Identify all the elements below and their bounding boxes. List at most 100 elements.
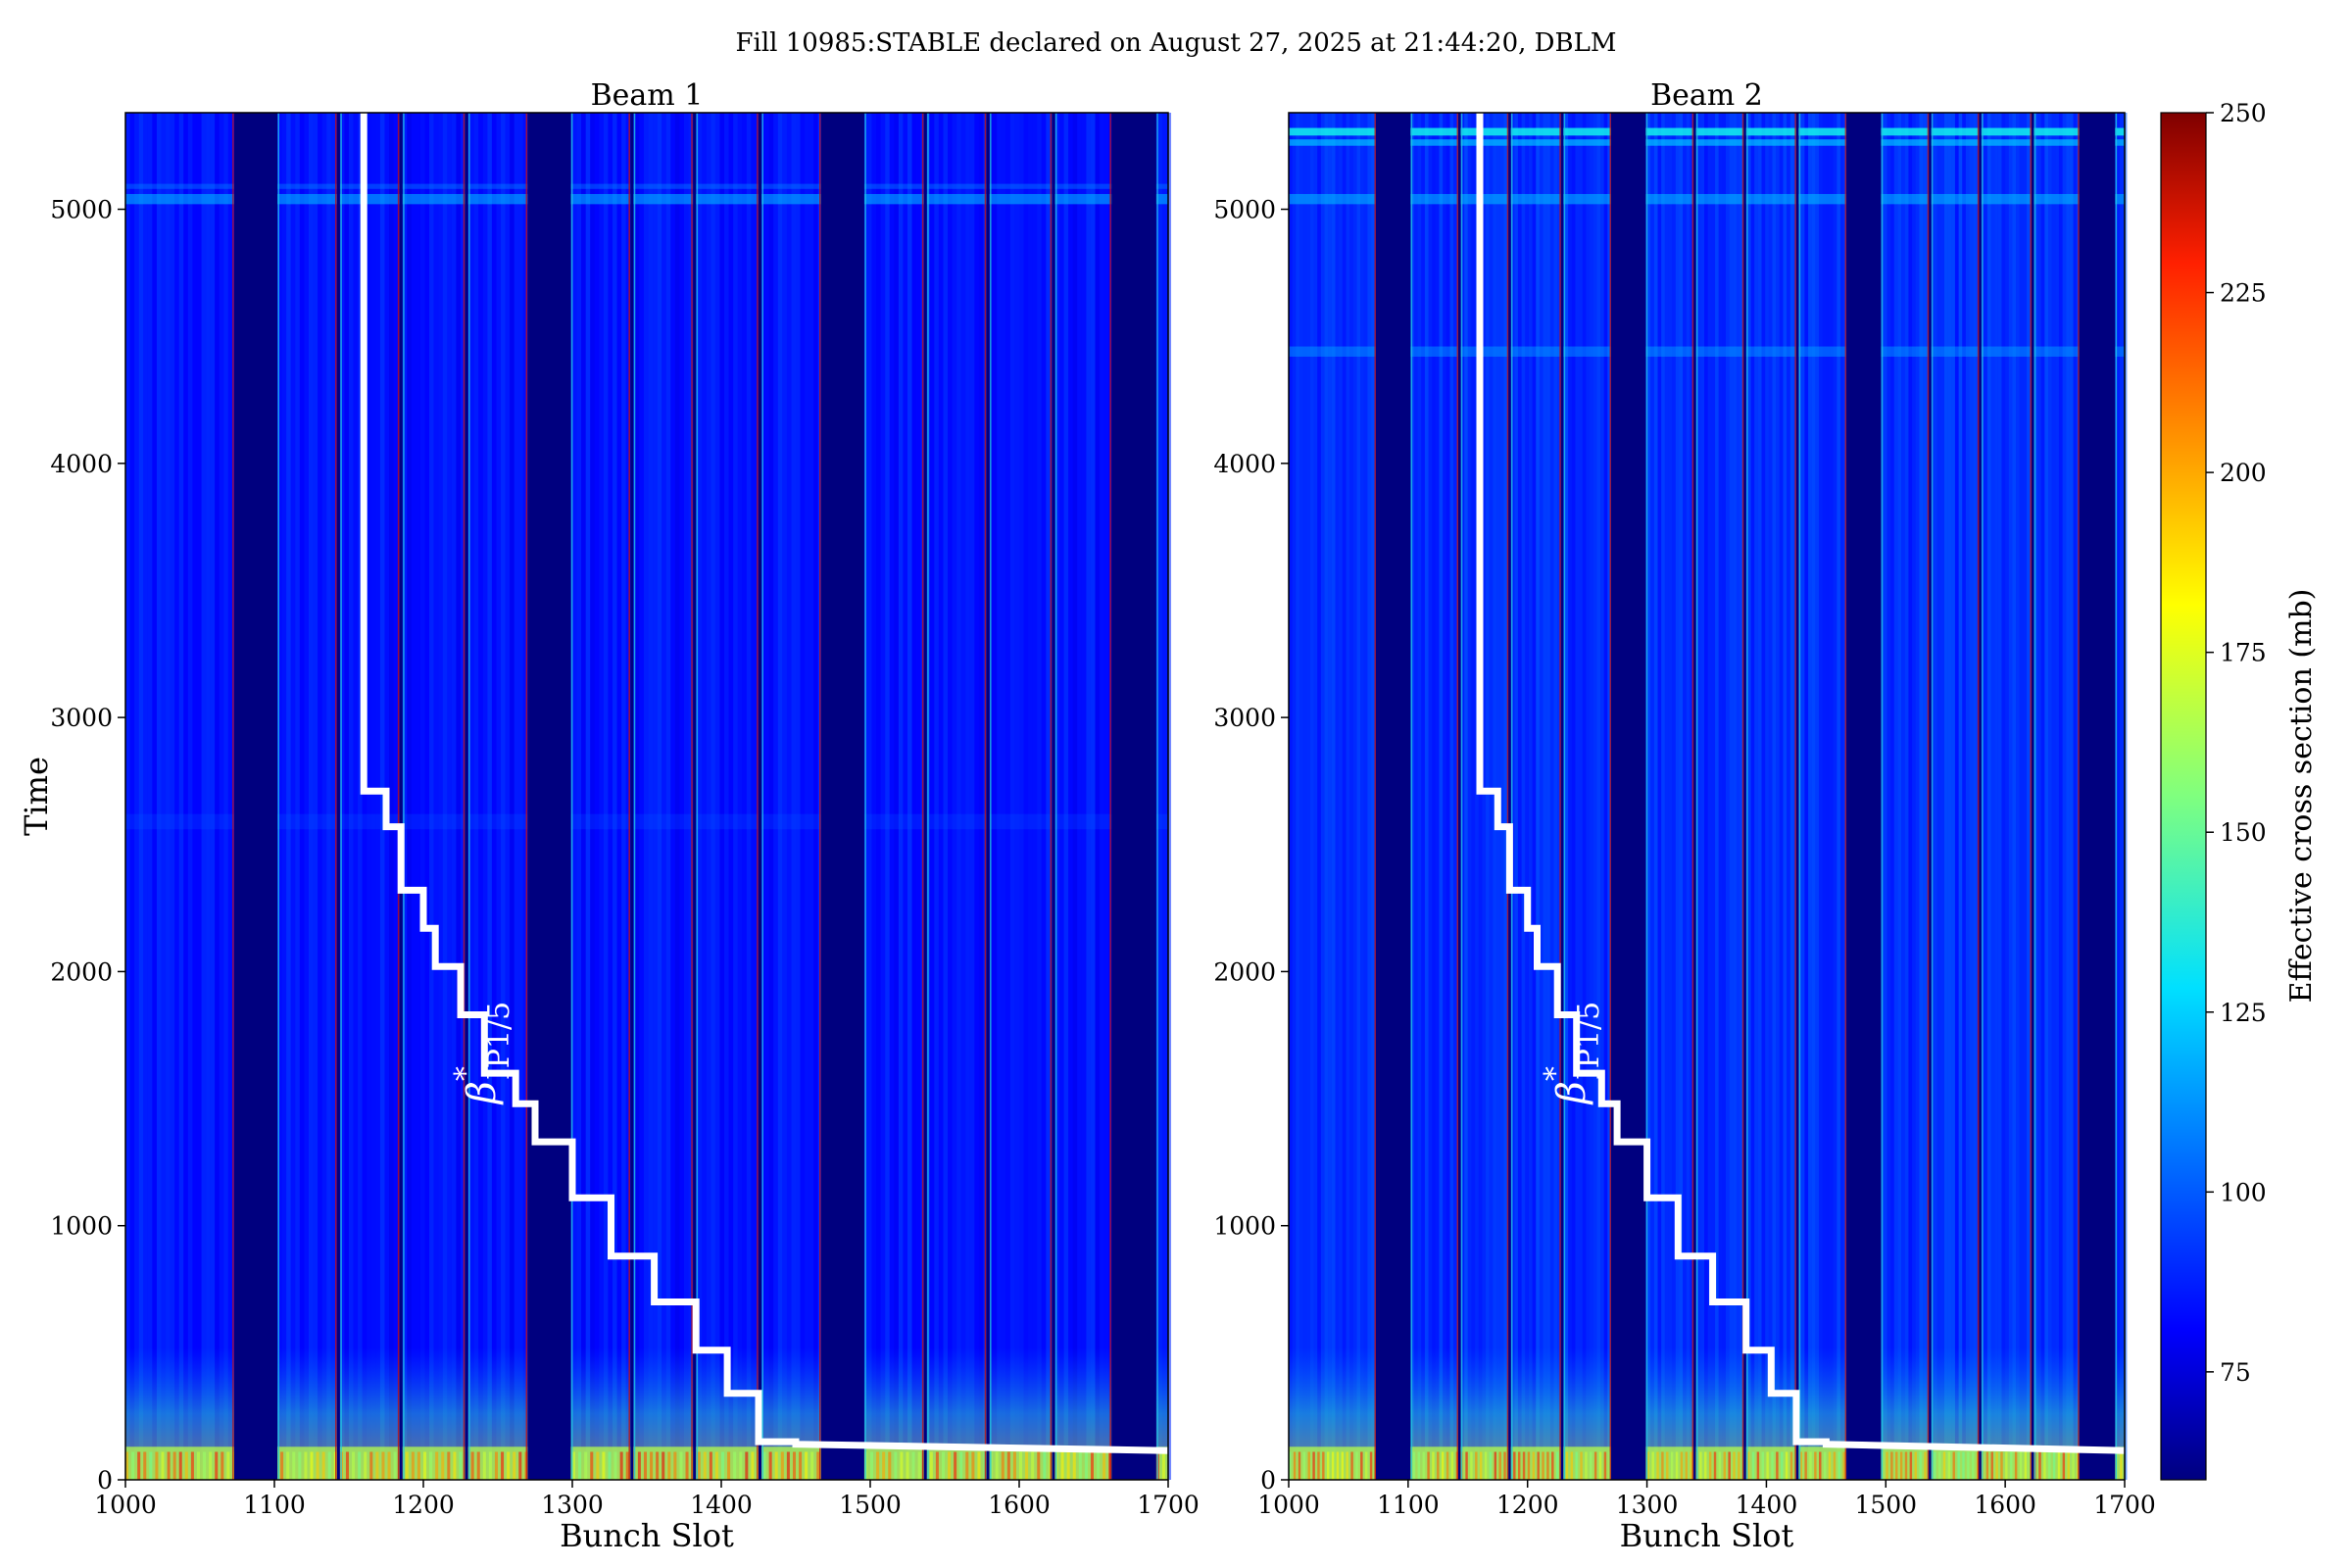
y-tick-label: 1000: [50, 1212, 113, 1241]
heatmap-column: [1161, 113, 1167, 1480]
empty-slot-gap: [399, 113, 403, 1480]
heatmap-column: [1579, 113, 1583, 1480]
heatmap-column: [318, 113, 322, 1480]
heatmap-burn-cell: [1799, 1451, 1802, 1480]
y-tick-label: 0: [1260, 1466, 1276, 1494]
heatmap-burn-cell: [816, 1451, 820, 1480]
heatmap-burn-cell: [1475, 1451, 1478, 1480]
heatmap-column: [419, 113, 425, 1480]
heatmap-burn-cell: [1895, 1451, 1898, 1480]
heatmap-column: [290, 113, 296, 1480]
heatmap-column: [206, 113, 211, 1480]
heatmap-column: [929, 113, 935, 1480]
heatmap-column: [129, 113, 135, 1480]
empty-slot-gap: [1929, 113, 1932, 1480]
heatmap-column: [2012, 113, 2017, 1480]
heatmap-burn-cell: [381, 1451, 385, 1480]
heatmap-burn-cell: [375, 1451, 379, 1480]
empty-slot-gap: [1795, 113, 1799, 1480]
heatmap-band: [1289, 127, 2125, 136]
heatmap-column: [777, 113, 783, 1480]
heatmap-burn-cell: [190, 1451, 194, 1480]
train-edge-line: [1844, 113, 1847, 1480]
train-edge-line: [2030, 113, 2032, 1480]
heatmap-column: [433, 113, 439, 1480]
heatmap-burn-cell: [1360, 1451, 1363, 1480]
heatmap-column: [576, 113, 582, 1480]
heatmap-burn-cell: [1580, 1451, 1583, 1480]
heatmap-burn-cell: [143, 1451, 147, 1480]
heatmap-burn-cell: [1651, 1451, 1654, 1480]
heatmap-column: [304, 113, 309, 1480]
heatmap-column: [170, 113, 175, 1480]
heatmap-column: [1897, 113, 1902, 1480]
heatmap-burn-cell: [1942, 1451, 1946, 1480]
heatmap-column: [2055, 113, 2059, 1480]
colorbar: 75 100 125 150 175 200 225 250 Effective cross …: [2160, 99, 2319, 1481]
heatmap-column: [1707, 113, 1712, 1480]
heatmap-burn-cell: [1412, 1451, 1416, 1480]
heatmap-column: [969, 113, 975, 1480]
heatmap-column: [670, 113, 675, 1480]
heatmap-column: [2037, 113, 2041, 1480]
heatmap-column: [2016, 113, 2020, 1480]
y-tick-label: 4000: [1213, 450, 1276, 478]
train-edge-line: [633, 113, 636, 1480]
heatmap-column: [1296, 113, 1299, 1480]
heatmap-column: [407, 113, 412, 1480]
heatmap-column: [1032, 113, 1038, 1480]
heatmap-burn-cell: [1699, 1451, 1702, 1480]
train-edge-line: [2078, 113, 2080, 1480]
heatmap-burn-cell: [977, 1451, 981, 1480]
train-edge-line: [1798, 113, 1801, 1480]
heatmap-column: [349, 113, 354, 1480]
train-edge-line: [1927, 113, 1930, 1480]
heatmap-burn-cell: [2043, 1451, 2046, 1480]
heatmap-burn-cell: [662, 1451, 665, 1480]
heatmap-burn-cell: [1690, 1451, 1692, 1480]
empty-slot-gap: [2031, 113, 2034, 1480]
heatmap-column: [948, 113, 953, 1480]
heatmap-burn-cell: [1019, 1451, 1023, 1480]
heatmap-column: [1722, 113, 1726, 1480]
heatmap-column: [1557, 113, 1561, 1480]
heatmap-column: [134, 113, 139, 1480]
train-edge-line: [1563, 113, 1566, 1480]
heatmap-column: [1815, 113, 1820, 1480]
heatmap-burn-cell: [1307, 1451, 1310, 1480]
heatmap-burn-cell: [2000, 1451, 2003, 1480]
heatmap-column: [1489, 113, 1494, 1480]
y-tick-label: 3000: [1213, 704, 1276, 732]
train-edge-line: [628, 113, 630, 1480]
heatmap-burn-cell: [1904, 1451, 1908, 1480]
heatmap-column: [1607, 113, 1612, 1480]
heatmap-burn-cell: [602, 1451, 606, 1480]
heatmap-column: [702, 113, 707, 1480]
heatmap-burn-cell: [637, 1451, 641, 1480]
train-edge-line: [984, 113, 987, 1480]
heatmap-burn-cell: [2010, 1451, 2013, 1480]
heatmap-column: [697, 113, 703, 1480]
heatmap-burn-cell: [1746, 1451, 1750, 1480]
heatmap-column: [456, 113, 461, 1480]
heatmap-column: [196, 113, 202, 1480]
train-edge-line: [2115, 113, 2118, 1480]
heatmap-burn-cell: [429, 1451, 433, 1480]
train-edge-line: [1050, 113, 1053, 1480]
heatmap-burn-cell: [1708, 1451, 1712, 1480]
heatmap-burn-cell: [1593, 1451, 1597, 1480]
heatmap-column: [215, 113, 220, 1480]
heatmap-column: [719, 113, 725, 1480]
colorbar-tick-label: 175: [2220, 639, 2267, 667]
heatmap-column: [487, 113, 492, 1480]
colorbar-label: Effective cross section (mb): [2284, 589, 2319, 1004]
heatmap-column: [1521, 113, 1526, 1480]
colorbar-tick-label: 75: [2220, 1358, 2251, 1387]
empty-slot-gap: [1693, 113, 1696, 1480]
heatmap-burn-cell: [1661, 1451, 1664, 1480]
heatmap-column: [1661, 113, 1665, 1480]
x-tick-label: 1200: [1496, 1491, 1559, 1519]
x-tick-label: 1000: [94, 1491, 157, 1519]
heatmap-column: [1054, 113, 1060, 1480]
heatmap-column: [876, 113, 881, 1480]
